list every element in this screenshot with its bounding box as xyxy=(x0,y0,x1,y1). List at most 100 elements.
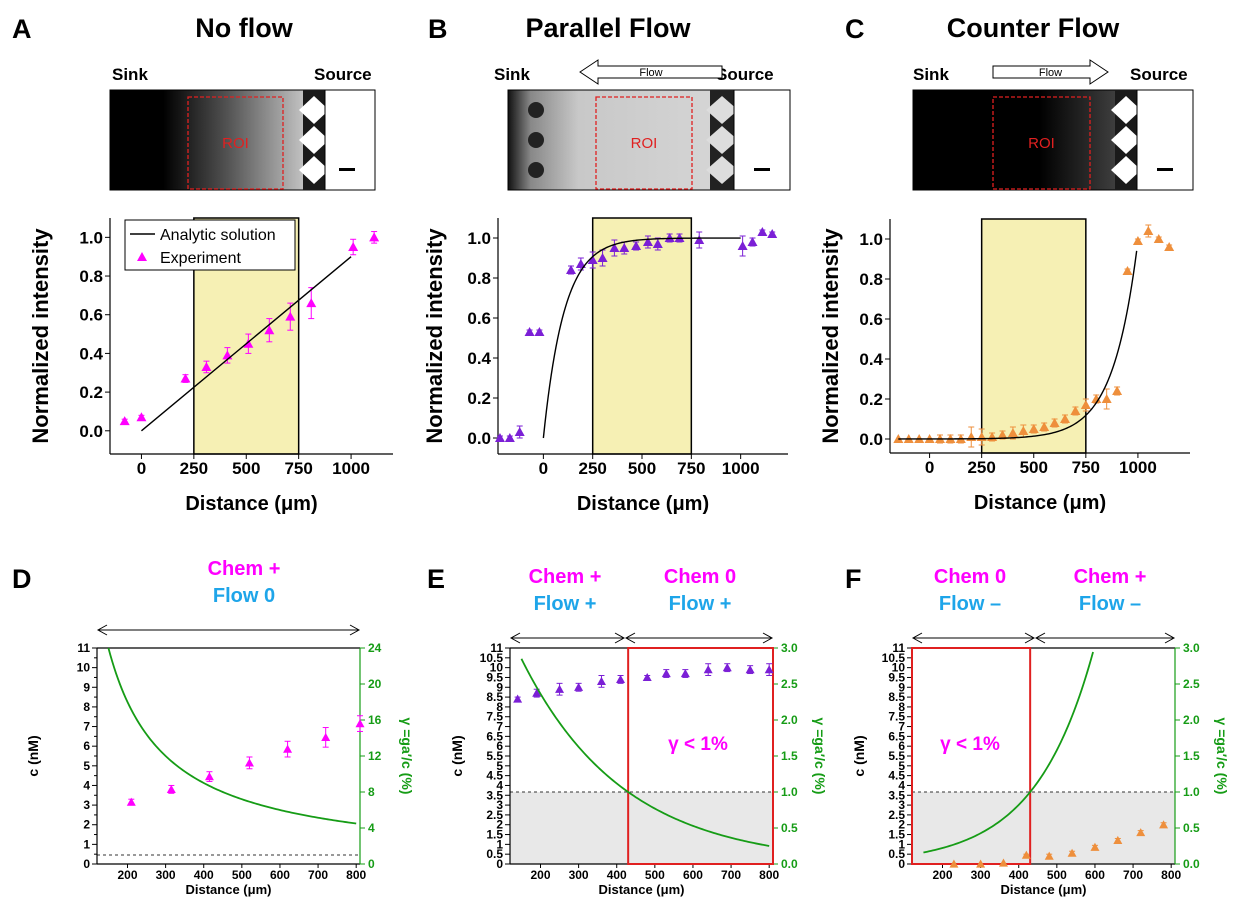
scale-bar xyxy=(754,168,770,171)
y-tick-label: 2 xyxy=(496,818,503,832)
series-line-gamma xyxy=(107,647,357,825)
chem-label: Chem 0 xyxy=(664,566,736,588)
y-tick-label-right: 12 xyxy=(368,749,382,763)
y-tick-label: 7.5 xyxy=(486,710,503,724)
data-point xyxy=(306,298,317,308)
x-tick-label: 250 xyxy=(967,458,995,477)
y-tick-label: 9 xyxy=(898,680,905,694)
y-tick-label: 0.4 xyxy=(467,349,491,368)
pillar xyxy=(528,102,544,118)
region-arrow-head xyxy=(614,632,626,644)
data-point xyxy=(764,665,774,674)
series-line-gamma xyxy=(520,658,770,847)
x-tick-label: 1000 xyxy=(1119,458,1157,477)
y-tick-label: 9.5 xyxy=(486,670,503,684)
x-tick-label: 500 xyxy=(628,459,656,478)
data-point xyxy=(966,432,977,441)
data-point xyxy=(1080,400,1091,409)
x-axis-label: Distance (μm) xyxy=(185,493,317,515)
y-tick-label: 1 xyxy=(898,837,905,851)
data-point xyxy=(204,772,214,781)
y-axis-label-right: γ =ga′/c (%) xyxy=(812,718,828,795)
data-point xyxy=(1143,226,1154,235)
data-point xyxy=(136,412,147,422)
data-point xyxy=(664,233,675,242)
data-point xyxy=(1049,418,1060,427)
x-tick-label: 400 xyxy=(1009,868,1029,882)
y-tick-label: 3 xyxy=(83,798,90,812)
y-tick-label: 4 xyxy=(83,778,90,792)
pillar xyxy=(528,132,544,148)
data-point xyxy=(1113,835,1123,845)
data-point xyxy=(1090,842,1100,851)
y-tick-label-right: 2.5 xyxy=(781,677,798,691)
y-tick-label: 0 xyxy=(83,857,90,871)
y-tick-label: 1.0 xyxy=(859,230,883,249)
data-point xyxy=(694,235,705,244)
y-tick-label: 0.6 xyxy=(467,309,491,328)
y-tick-label: 5 xyxy=(83,759,90,773)
y-tick-label-right: 24 xyxy=(368,641,382,655)
pillar xyxy=(299,96,329,124)
roi-label: ROI xyxy=(631,135,658,152)
y-tick-label-right: 2.0 xyxy=(781,713,798,727)
series-line-analytic-solution xyxy=(140,256,352,432)
region-arrow-head xyxy=(1034,632,1046,644)
data-point xyxy=(642,672,652,682)
y-axis-label-right: γ =ga′/c (%) xyxy=(1214,718,1230,795)
y-tick-label: 10 xyxy=(892,661,906,675)
y-tick-label: 6.5 xyxy=(888,729,905,743)
data-point xyxy=(321,732,331,741)
data-point xyxy=(1070,406,1081,415)
source-label: Source xyxy=(314,65,372,84)
data-point xyxy=(1136,828,1146,837)
y-tick-label: 1.5 xyxy=(888,828,905,842)
scale-bar xyxy=(1157,168,1173,171)
data-point xyxy=(976,859,986,868)
y-tick-label: 2.5 xyxy=(888,808,905,822)
y-tick-label: 11 xyxy=(77,641,90,655)
y-tick-label-right: 16 xyxy=(368,713,382,727)
y-tick-label: 0.2 xyxy=(79,383,103,402)
legend-label: Analytic solution xyxy=(160,227,276,244)
data-point xyxy=(757,227,768,236)
pillar xyxy=(706,156,738,184)
region-arrow-head xyxy=(762,632,774,644)
y-tick-label: 1.0 xyxy=(467,229,491,248)
y-axis-label: Normalized intensity xyxy=(28,228,53,444)
y-tick-label: 8.5 xyxy=(486,690,503,704)
y-tick-label: 0.8 xyxy=(467,269,491,288)
pillar xyxy=(299,126,329,154)
y-tick-label: 9.5 xyxy=(888,670,905,684)
x-tick-label: 300 xyxy=(156,868,176,882)
sink-label: Sink xyxy=(112,65,148,84)
chart-e: 200 300 400 500 600 700 80000.511.522.533.544.… xyxy=(449,641,828,897)
y-tick-label: 1.0 xyxy=(79,228,103,247)
pillar xyxy=(1111,126,1141,154)
data-point xyxy=(619,243,630,252)
y-tick-label: 4.5 xyxy=(888,769,905,783)
x-tick-label: 800 xyxy=(1161,868,1181,882)
data-point xyxy=(737,241,748,250)
data-point xyxy=(680,669,690,678)
data-point xyxy=(631,241,642,250)
data-point xyxy=(616,674,626,684)
data-point xyxy=(285,311,296,321)
data-point xyxy=(1153,234,1164,243)
y-tick-label: 3.5 xyxy=(486,788,503,802)
y-tick-label: 9 xyxy=(496,680,503,694)
y-tick-label: 3 xyxy=(496,798,503,812)
sink-label: Sink xyxy=(913,65,949,84)
x-tick-label: 500 xyxy=(1047,868,1067,882)
y-tick-label: 1 xyxy=(496,837,503,851)
series-line-gamma xyxy=(923,651,1094,854)
y-tick-label: 8 xyxy=(83,700,90,714)
data-point xyxy=(243,338,254,348)
x-tick-label: 0 xyxy=(137,459,146,478)
y-tick-label: 0 xyxy=(898,857,905,871)
y-axis-label-right: γ =ga′/c (%) xyxy=(399,718,415,795)
data-point xyxy=(524,327,535,336)
legend: Analytic solution Experiment xyxy=(124,219,296,271)
x-tick-label: 500 xyxy=(1020,458,1048,477)
